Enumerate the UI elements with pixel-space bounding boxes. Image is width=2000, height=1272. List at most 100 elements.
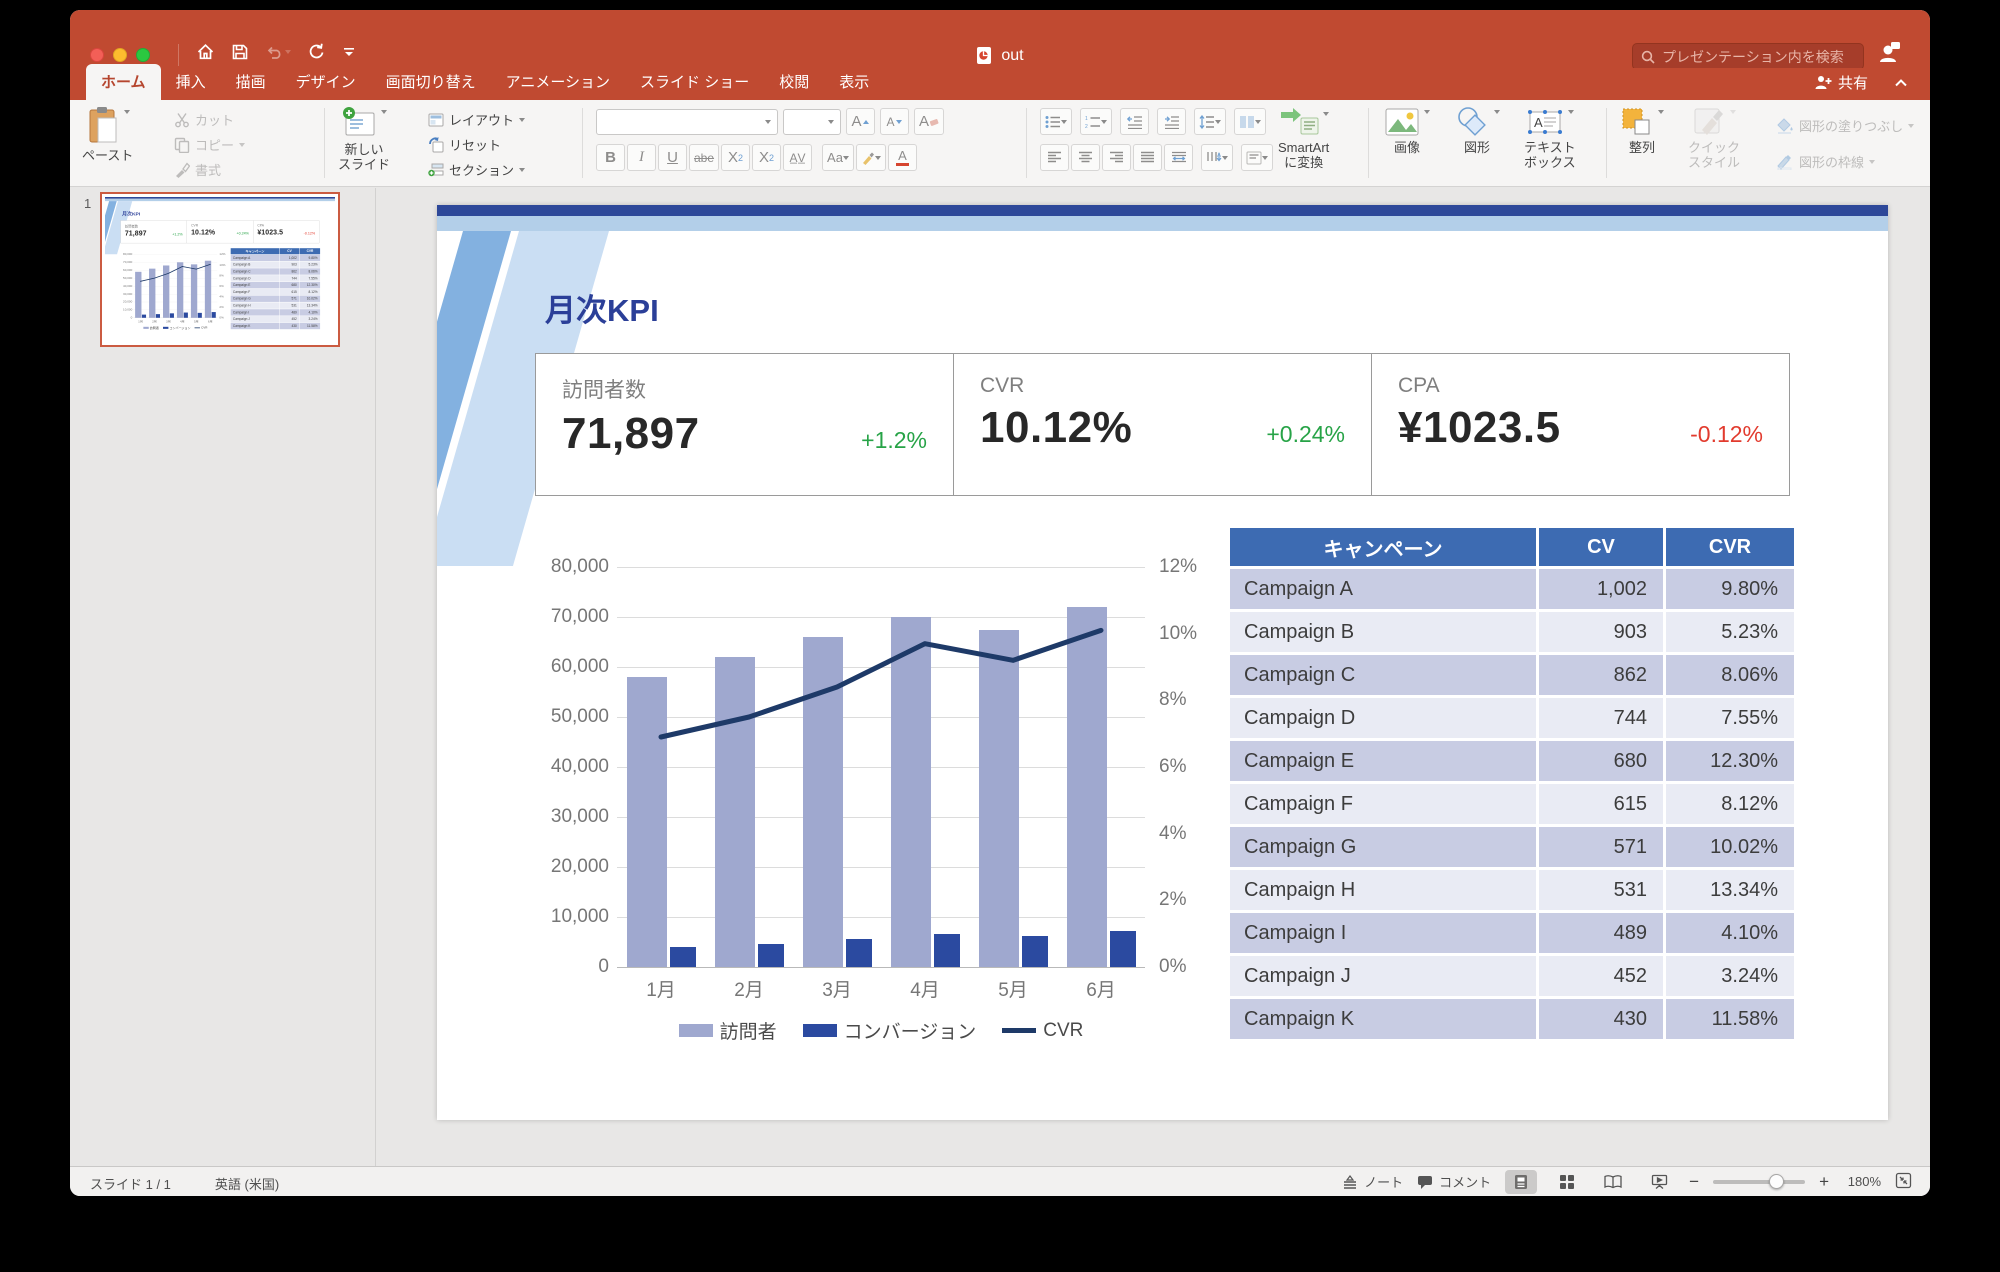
kpi-card-2[interactable]: CPA ¥1023.5 -0.12%: [253, 221, 319, 243]
zoom-slider[interactable]: [1713, 1173, 1806, 1189]
reset-button[interactable]: リセット: [428, 135, 501, 154]
slide-canvas[interactable]: 月次KPI 訪問者数 71,897 +1.2% CVR 10.12% +0.24% CPA ¥…: [437, 205, 1888, 1120]
fullscreen-button[interactable]: [136, 48, 150, 62]
new-slide-button[interactable]: 新しい スライド: [338, 106, 390, 173]
ribbon-tab-1[interactable]: 挿入: [175, 74, 206, 91]
align-center-button[interactable]: [1071, 144, 1100, 171]
text-highlight-button[interactable]: [855, 144, 886, 171]
ribbon-tab-5[interactable]: アニメーション: [505, 74, 611, 91]
align-right-button[interactable]: [1102, 144, 1131, 171]
slide-thumbnail[interactable]: 月次KPI 訪問者数 71,897 +1.2% CVR 10.12% +0.24% CPA ¥…: [100, 192, 340, 347]
home-icon[interactable]: [196, 43, 215, 61]
kpi-card-0[interactable]: 訪問者数 71,897 +1.2%: [121, 220, 187, 243]
kpi-cards[interactable]: 訪問者数 71,897 +1.2% CVR 10.12% +0.24% CPA ¥1023.5…: [535, 353, 1790, 496]
zoom-in-button[interactable]: +: [1819, 1171, 1829, 1191]
align-left-button[interactable]: [1040, 144, 1069, 171]
insert-image-button[interactable]: 画像: [1384, 106, 1430, 156]
columns-button[interactable]: [1234, 108, 1266, 135]
zoom-out-button[interactable]: −: [1689, 1171, 1700, 1191]
kpi-card-1[interactable]: CVR 10.12% +0.24%: [187, 220, 254, 243]
insert-shapes-button[interactable]: 図形: [1454, 106, 1500, 156]
normal-view-button[interactable]: [1505, 1169, 1538, 1194]
undo-icon[interactable]: [265, 43, 291, 61]
character-spacing-button[interactable]: A̲V̲: [783, 144, 813, 171]
search-input[interactable]: プレゼンテーション内を検索: [1632, 43, 1864, 70]
share-button[interactable]: 共有: [1814, 72, 1868, 93]
increase-font-size-button[interactable]: A: [846, 108, 875, 135]
ribbon-tab-3[interactable]: デザイン: [295, 74, 356, 91]
kpi-combo-chart[interactable]: 訪問者 コンバージョン CVR 0 10,000 20,000 30,000 40,000 5…: [121, 252, 232, 333]
decrease-font-size-button[interactable]: A: [880, 108, 909, 135]
campaign-cvr: 9.80%: [1666, 569, 1794, 609]
line-spacing-button[interactable]: [1194, 108, 1226, 135]
redo-icon[interactable]: [307, 42, 327, 61]
quick-access-menu-icon[interactable]: [343, 46, 355, 58]
minimize-button[interactable]: [113, 48, 127, 62]
account-icon[interactable]: [1878, 40, 1902, 69]
clear-formatting-button[interactable]: A: [914, 108, 945, 135]
notes-button[interactable]: ノート: [1342, 1172, 1403, 1191]
slide-title[interactable]: 月次KPI: [545, 293, 659, 328]
underline-button[interactable]: U: [658, 144, 687, 171]
text-direction-button[interactable]: A: [1201, 144, 1233, 171]
ribbon-tab-4[interactable]: 画面切り替え: [385, 74, 476, 91]
increase-indent-button[interactable]: [1157, 108, 1186, 135]
slideshow-view-button[interactable]: [1643, 1170, 1675, 1194]
align-text-button[interactable]: [1241, 144, 1273, 171]
kpi-card-1[interactable]: CVR 10.12% +0.24%: [954, 354, 1372, 495]
comments-button[interactable]: コメント: [1417, 1172, 1491, 1191]
campaign-name: Campaign D: [230, 275, 280, 282]
ribbon-tab-0[interactable]: ホーム: [86, 64, 161, 100]
font-name-select[interactable]: [596, 108, 778, 135]
zoom-slider-thumb[interactable]: [1769, 1173, 1785, 1189]
section-button[interactable]: セクション: [428, 160, 526, 179]
quick-styles-button[interactable]: クイック スタイル: [1688, 106, 1740, 171]
language-indicator[interactable]: 英語 (米国): [214, 1177, 280, 1192]
slide-title[interactable]: 月次KPI: [122, 210, 141, 217]
bold-button[interactable]: B: [596, 144, 625, 171]
save-icon[interactable]: [231, 43, 249, 61]
change-case-button[interactable]: Aa: [822, 144, 854, 171]
left-axis-tick: 50,000: [123, 276, 133, 280]
campaign-cvr: 12.30%: [1666, 741, 1794, 781]
arrange-button[interactable]: 整列: [1620, 106, 1664, 156]
slide-sorter-view-button[interactable]: [1551, 1170, 1583, 1194]
cut-button[interactable]: カット: [174, 110, 234, 129]
convert-to-smartart-button[interactable]: SmartArt に変換: [1278, 108, 1329, 171]
paste-button[interactable]: ペースト: [82, 106, 133, 164]
decrease-indent-button[interactable]: [1120, 108, 1149, 135]
shape-fill-button[interactable]: 図形の塗りつぶし: [1776, 116, 1915, 135]
distribute-text-button[interactable]: [1164, 144, 1193, 171]
italic-button[interactable]: I: [627, 144, 656, 171]
format-painter-button[interactable]: 書式: [174, 160, 221, 179]
strikethrough-button[interactable]: abe: [689, 144, 720, 171]
close-button[interactable]: [90, 48, 104, 62]
font-color-button[interactable]: A: [887, 144, 917, 171]
ribbon-tab-7[interactable]: 校閲: [779, 74, 810, 91]
font-size-select[interactable]: [783, 108, 841, 135]
bullets-button[interactable]: [1040, 108, 1072, 135]
campaign-table[interactable]: キャンペーン CV CVR Campaign A 1,002 9.80% Campaign …: [230, 248, 321, 330]
layout-button[interactable]: レイアウト: [428, 110, 526, 129]
campaign-table[interactable]: キャンペーン CV CVR Campaign A 1,002 9.80% Campaign …: [1227, 525, 1797, 1042]
insert-textbox-button[interactable]: A テキスト ボックス: [1524, 106, 1576, 171]
ribbon-tab-6[interactable]: スライド ショー: [640, 74, 750, 91]
collapse-ribbon-icon[interactable]: [1894, 74, 1908, 91]
reading-view-button[interactable]: [1597, 1170, 1629, 1194]
kpi-combo-chart[interactable]: 訪問者 コンバージョン CVR 0 10,000 20,000 30,000 40,000 5…: [537, 555, 1237, 1065]
zoom-level[interactable]: 180%: [1847, 1174, 1881, 1189]
shape-outline-button[interactable]: 図形の枠線: [1776, 152, 1876, 171]
x-axis-label: 1月: [138, 319, 143, 324]
fit-slide-to-window-button[interactable]: [1895, 1172, 1912, 1192]
ribbon-tab-8[interactable]: 表示: [839, 74, 870, 91]
justify-button[interactable]: [1133, 144, 1162, 171]
kpi-card-2[interactable]: CPA ¥1023.5 -0.12%: [1372, 354, 1789, 495]
kpi-cards[interactable]: 訪問者数 71,897 +1.2% CVR 10.12% +0.24% CPA ¥1023.5…: [120, 220, 320, 244]
copy-button[interactable]: コピー: [174, 135, 246, 154]
ribbon-tab-2[interactable]: 描画: [235, 74, 266, 91]
kpi-card-0[interactable]: 訪問者数 71,897 +1.2%: [536, 354, 954, 495]
bar-conversions-2月: [758, 943, 784, 967]
